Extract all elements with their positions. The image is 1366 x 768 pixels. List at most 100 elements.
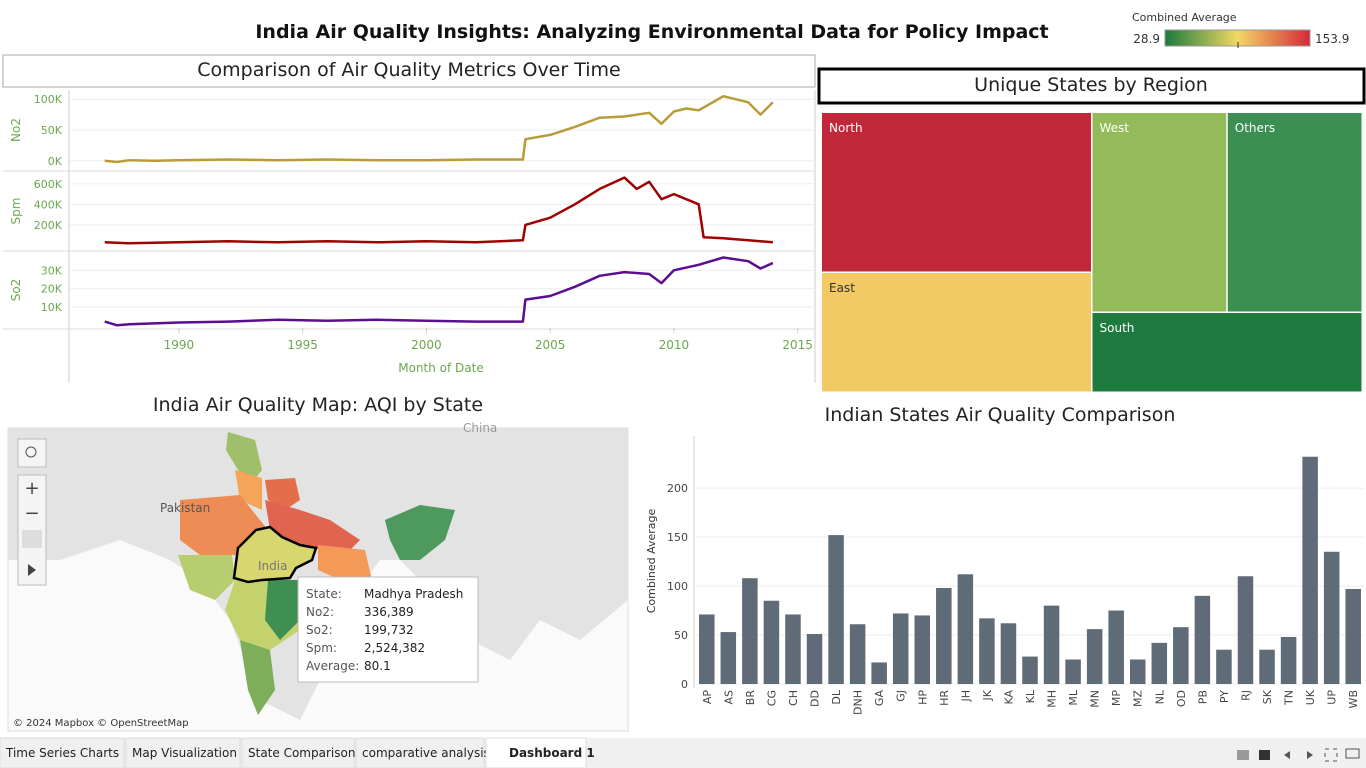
bar[interactable] bbox=[1280, 636, 1297, 684]
bar[interactable] bbox=[1237, 576, 1254, 684]
treemap-cell[interactable] bbox=[822, 273, 1091, 392]
tooltip-key: State: bbox=[306, 587, 342, 601]
x-tick-label: NL bbox=[1153, 689, 1166, 704]
treemap-label: East bbox=[829, 281, 855, 295]
tabs: Time Series Charts Map Visualization State… bbox=[0, 737, 595, 768]
bar[interactable] bbox=[828, 535, 844, 684]
bar[interactable] bbox=[936, 588, 952, 684]
bar[interactable] bbox=[763, 600, 780, 684]
x-tick-label: MH bbox=[1046, 690, 1059, 708]
bar[interactable] bbox=[1065, 659, 1081, 684]
treemap-label: South bbox=[1100, 321, 1135, 335]
tooltip-value: 80.1 bbox=[364, 659, 391, 673]
x-tick-label: TN bbox=[1283, 690, 1296, 706]
x-tick-label: HP bbox=[916, 690, 929, 705]
y-tick-label: 50 bbox=[674, 629, 688, 642]
next-button[interactable] bbox=[1307, 751, 1313, 759]
bar[interactable] bbox=[914, 615, 931, 684]
x-tick-label: BR bbox=[744, 690, 757, 706]
line-chart-title: Comparison of Air Quality Metrics Over T… bbox=[197, 59, 620, 81]
y-tick-label: 100K bbox=[34, 93, 63, 106]
bar[interactable] bbox=[871, 662, 887, 684]
bar[interactable] bbox=[1129, 659, 1146, 684]
map-search-button[interactable] bbox=[17, 438, 47, 468]
x-tick-label: 1995 bbox=[287, 338, 318, 352]
fullscreen-button[interactable] bbox=[1324, 748, 1338, 762]
tab[interactable] bbox=[355, 737, 485, 768]
prev-button[interactable] bbox=[1284, 751, 1290, 759]
tooltip-value: 199,732 bbox=[364, 623, 414, 637]
tab-label: comparative analysis bbox=[362, 746, 490, 760]
bar[interactable] bbox=[1022, 656, 1038, 684]
bar[interactable] bbox=[699, 614, 715, 684]
bar[interactable] bbox=[849, 624, 866, 684]
bar[interactable] bbox=[1323, 551, 1340, 684]
treemap-cell[interactable] bbox=[1227, 113, 1362, 312]
bar[interactable] bbox=[1216, 649, 1232, 684]
tab[interactable] bbox=[485, 737, 587, 768]
tab[interactable] bbox=[0, 737, 125, 768]
dashboard-title: India Air Quality Insights: Analyzing En… bbox=[255, 21, 1048, 43]
zoom-out-button[interactable]: − bbox=[24, 503, 39, 524]
bar[interactable] bbox=[892, 613, 909, 684]
bar[interactable] bbox=[957, 574, 974, 684]
view-button[interactable] bbox=[1259, 750, 1270, 760]
bar[interactable] bbox=[979, 618, 995, 684]
view-button[interactable] bbox=[1237, 750, 1249, 760]
treemap-cell[interactable] bbox=[1092, 113, 1227, 312]
state-selected[interactable] bbox=[232, 525, 318, 584]
treemap-cell[interactable] bbox=[822, 113, 1091, 272]
bar[interactable] bbox=[785, 614, 801, 684]
bar[interactable] bbox=[720, 632, 737, 684]
tab[interactable] bbox=[241, 737, 355, 768]
zoom-in-button[interactable]: + bbox=[24, 478, 39, 499]
bar[interactable] bbox=[1043, 605, 1060, 684]
bar[interactable] bbox=[1194, 595, 1211, 684]
bar[interactable] bbox=[1151, 642, 1168, 684]
x-tick-label: 2005 bbox=[535, 338, 566, 352]
x-tick-label: GA bbox=[873, 690, 886, 707]
y-tick-label: 20K bbox=[41, 283, 63, 296]
tooltip-value: 336,389 bbox=[364, 605, 414, 619]
expand-button[interactable] bbox=[28, 564, 36, 576]
tooltip-key: So2: bbox=[306, 623, 333, 637]
y-tick-label: 100 bbox=[667, 580, 688, 593]
bar[interactable] bbox=[1173, 627, 1189, 684]
panel-title-box bbox=[817, 67, 1366, 105]
bar[interactable] bbox=[1345, 588, 1361, 684]
series-line bbox=[104, 94, 774, 164]
map: Pakistan India China © 2024 Mapbox © Ope… bbox=[7, 421, 629, 732]
treemap-cell[interactable] bbox=[1092, 313, 1362, 392]
y-tick-label: 30K bbox=[41, 264, 63, 277]
bar[interactable] bbox=[1108, 610, 1124, 684]
treemap-title: Unique States by Region bbox=[974, 74, 1208, 96]
y-tick-label: 50K bbox=[41, 124, 63, 137]
device-button[interactable] bbox=[1345, 748, 1360, 759]
bar[interactable] bbox=[1000, 623, 1017, 684]
series-line bbox=[104, 176, 774, 245]
x-tick-label: ML bbox=[1067, 689, 1080, 705]
x-tick-label: HR bbox=[938, 690, 951, 706]
bar[interactable] bbox=[1302, 456, 1318, 684]
tooltip-box bbox=[297, 576, 479, 683]
bar[interactable] bbox=[806, 634, 823, 684]
x-tick-label: PY bbox=[1218, 690, 1231, 703]
x-tick-label: SK bbox=[1261, 689, 1274, 704]
tooltip-key: Average: bbox=[306, 659, 359, 673]
bar[interactable] bbox=[1259, 649, 1275, 684]
bar[interactable] bbox=[1086, 629, 1103, 684]
map-attribution: © 2024 Mapbox © OpenStreetMap bbox=[13, 718, 189, 729]
bar[interactable] bbox=[742, 578, 758, 684]
reset-button[interactable] bbox=[22, 530, 42, 548]
treemap-label: Others bbox=[1235, 121, 1275, 135]
x-tick-label: JH bbox=[959, 690, 972, 703]
tab[interactable] bbox=[125, 737, 241, 768]
treemap: North East West Others South bbox=[822, 113, 1362, 392]
x-tick-label: AS bbox=[722, 690, 735, 705]
tooltip-key: Spm: bbox=[306, 641, 337, 655]
legend-title: Combined Average bbox=[1132, 11, 1237, 24]
state-shape bbox=[226, 432, 262, 485]
x-tick-label: 2000 bbox=[411, 338, 442, 352]
